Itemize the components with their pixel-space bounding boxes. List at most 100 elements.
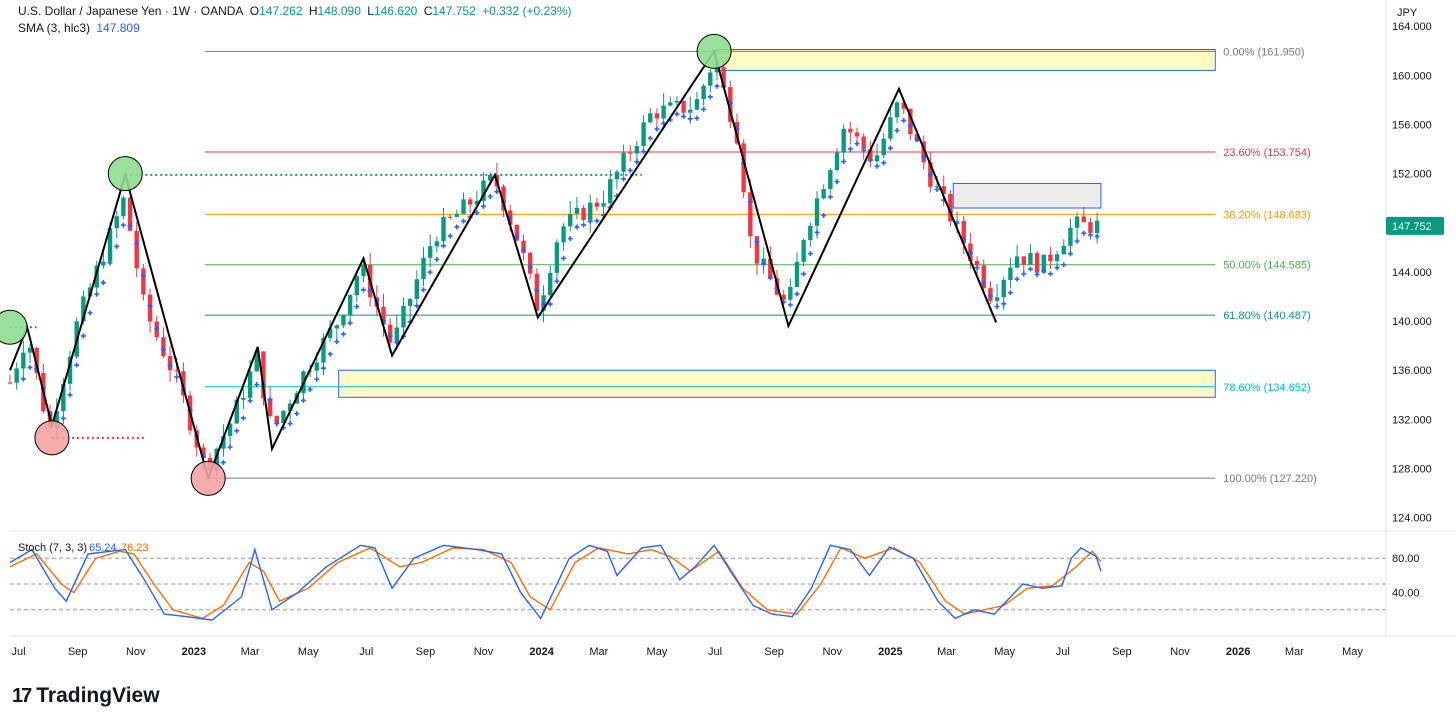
- candle-body: [894, 102, 900, 118]
- candle-body: [921, 141, 926, 163]
- sma-marker: [987, 293, 993, 299]
- candle-body: [841, 128, 846, 153]
- candle-body: [447, 216, 453, 218]
- sma-marker: [1014, 276, 1020, 282]
- candle-body: [901, 102, 906, 109]
- time-tick-label: May: [647, 646, 668, 658]
- sma-marker: [1047, 271, 1053, 277]
- sma-marker: [787, 302, 793, 308]
- sma-marker: [414, 303, 420, 309]
- sma-marker: [707, 94, 713, 100]
- stoch-d-value: 76.23: [121, 542, 149, 554]
- candle-body: [174, 370, 179, 372]
- candle-body: [461, 199, 466, 214]
- sma-marker: [254, 382, 260, 388]
- candle-body: [1088, 222, 1093, 233]
- price-tick-label: 136.000: [1392, 365, 1432, 377]
- time-tick-label: Jul: [708, 646, 722, 658]
- candle-body: [181, 371, 186, 396]
- candle-body: [161, 337, 166, 357]
- sma-marker: [134, 240, 140, 246]
- candle-body: [688, 109, 693, 113]
- sma-marker: [594, 218, 600, 224]
- sma-marker: [20, 376, 26, 382]
- time-tick-label: Jul: [359, 646, 373, 658]
- sma-marker: [821, 212, 827, 218]
- candle-body: [681, 100, 686, 113]
- candle-body: [234, 399, 239, 424]
- sma-marker: [754, 239, 760, 245]
- price-tick-label: 124.000: [1392, 513, 1432, 525]
- sma-marker: [387, 333, 393, 339]
- candle-body: [634, 146, 640, 154]
- fib-level-label: 23.60% (153.754): [1223, 147, 1310, 159]
- candle-body: [821, 189, 826, 199]
- fib-level-label: 50.00% (144.585): [1223, 260, 1310, 272]
- sma-marker: [340, 331, 346, 337]
- time-tick-label: Mar: [241, 646, 260, 658]
- sma-marker: [807, 251, 813, 257]
- sma-marker: [1094, 233, 1100, 239]
- candle-body: [1068, 227, 1073, 246]
- last-price-label: 147.752: [1392, 221, 1432, 233]
- sma-marker: [127, 223, 133, 229]
- sma-marker: [461, 218, 467, 224]
- sma-marker: [347, 320, 353, 326]
- sma-marker: [1074, 238, 1080, 244]
- high-value: 148.090: [317, 4, 361, 18]
- tradingview-wordmark: TradingView: [36, 684, 160, 707]
- sma-marker: [1061, 262, 1067, 268]
- sma-marker: [267, 397, 273, 403]
- time-tick-label: Sep: [416, 646, 436, 658]
- sma-marker: [847, 146, 853, 152]
- sma-marker: [74, 362, 80, 368]
- sma-marker: [834, 179, 840, 185]
- candle-body: [488, 174, 493, 181]
- tradingview-logo[interactable]: 17 TradingView: [12, 684, 160, 708]
- sma-marker: [627, 167, 633, 173]
- candle-body: [361, 265, 366, 277]
- candle-body: [1081, 216, 1086, 223]
- candle-body: [808, 225, 813, 241]
- sma-marker: [1081, 230, 1087, 236]
- candle-body: [1034, 253, 1040, 273]
- candle-body: [694, 99, 700, 110]
- fib-level-label: 38.20% (148.683): [1223, 209, 1310, 221]
- tradingview-logo-icon: 17: [12, 684, 32, 707]
- candle-body: [794, 261, 800, 287]
- pivot-low-marker: [190, 460, 226, 496]
- sma-legend[interactable]: SMA (3, hlc3) 147.809: [18, 21, 143, 35]
- sma-marker: [1001, 301, 1007, 307]
- stoch-tick-label: 80.00: [1392, 553, 1420, 565]
- candle-body: [661, 105, 666, 119]
- sma-marker: [974, 265, 980, 271]
- sma-marker: [1034, 271, 1040, 277]
- candle-body: [1094, 220, 1100, 233]
- sma-marker: [687, 116, 693, 122]
- sma-marker: [1007, 290, 1013, 296]
- candle-body: [594, 202, 600, 207]
- candle-body: [868, 148, 873, 162]
- candle-body: [441, 216, 446, 242]
- candle-body: [514, 224, 520, 241]
- sma-marker: [220, 459, 226, 465]
- candle-body: [127, 197, 133, 231]
- sma-marker: [481, 203, 487, 209]
- sma-marker: [714, 83, 720, 89]
- time-tick-label: Jul: [12, 646, 26, 658]
- sma-marker: [441, 243, 447, 249]
- price-tick-label: 156.000: [1392, 119, 1432, 131]
- candle-body: [521, 240, 526, 253]
- candle-body: [121, 197, 126, 217]
- sma-marker: [701, 106, 707, 112]
- fib-levels-layer: 0.00% (161.950) 23.60% (153.754) 38.20% (1…: [205, 46, 1317, 485]
- sma-marker: [1027, 266, 1033, 272]
- sma-marker: [474, 210, 480, 216]
- sma-marker: [841, 159, 847, 165]
- candle-body: [341, 315, 346, 326]
- sma-marker: [581, 222, 587, 228]
- candle-body: [454, 213, 460, 217]
- sma-marker: [234, 428, 240, 434]
- candle-body: [214, 448, 219, 470]
